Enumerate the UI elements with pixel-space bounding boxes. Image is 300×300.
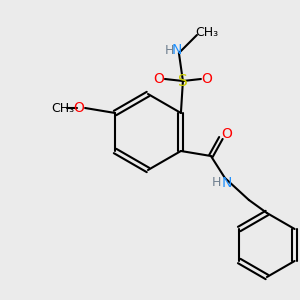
Text: H: H [165,44,175,56]
Text: CH₃: CH₃ [52,101,75,115]
Text: S: S [178,74,188,88]
Text: O: O [74,101,85,115]
Text: N: N [222,176,232,190]
Text: O: O [221,127,232,141]
Text: N: N [172,43,182,57]
Text: H: H [212,176,222,190]
Text: O: O [202,72,212,86]
Text: O: O [154,72,164,86]
Text: CH₃: CH₃ [195,26,218,40]
